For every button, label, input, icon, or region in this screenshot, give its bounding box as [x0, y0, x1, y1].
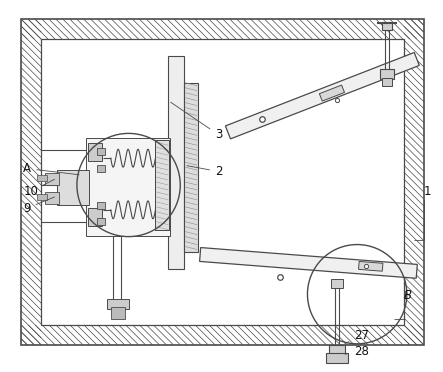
Bar [21, 19, 424, 345]
Bar [45, 173, 59, 185]
Bar [37, 175, 47, 181]
Bar [358, 262, 383, 271]
Bar [111, 307, 124, 319]
Bar [41, 39, 404, 325]
Bar [45, 192, 59, 204]
Bar [326, 353, 348, 363]
Bar [37, 194, 47, 200]
Bar [57, 170, 89, 205]
Polygon shape [225, 52, 419, 139]
Bar [155, 140, 169, 230]
Text: 9: 9 [23, 197, 54, 215]
Bar [331, 279, 343, 288]
Bar [382, 78, 392, 86]
Text: 3: 3 [171, 102, 222, 141]
Bar [86, 138, 170, 235]
Text: 10: 10 [23, 179, 54, 198]
Bar [107, 299, 128, 309]
Bar [155, 140, 169, 230]
Text: A: A [23, 162, 79, 175]
Text: 2: 2 [187, 165, 222, 178]
Bar [97, 148, 105, 155]
Polygon shape [200, 247, 417, 278]
Text: 27: 27 [345, 329, 369, 344]
Bar [168, 56, 184, 269]
Bar [329, 345, 345, 355]
Bar [97, 218, 105, 225]
Bar [382, 23, 392, 30]
Text: B: B [404, 289, 412, 302]
Text: 28: 28 [345, 345, 369, 358]
Bar [184, 83, 198, 251]
Text: 1: 1 [424, 185, 431, 198]
Bar [380, 69, 394, 79]
Bar [97, 165, 105, 172]
Bar [97, 202, 105, 209]
Bar [88, 208, 102, 226]
Bar [88, 143, 102, 161]
Bar [319, 85, 345, 101]
